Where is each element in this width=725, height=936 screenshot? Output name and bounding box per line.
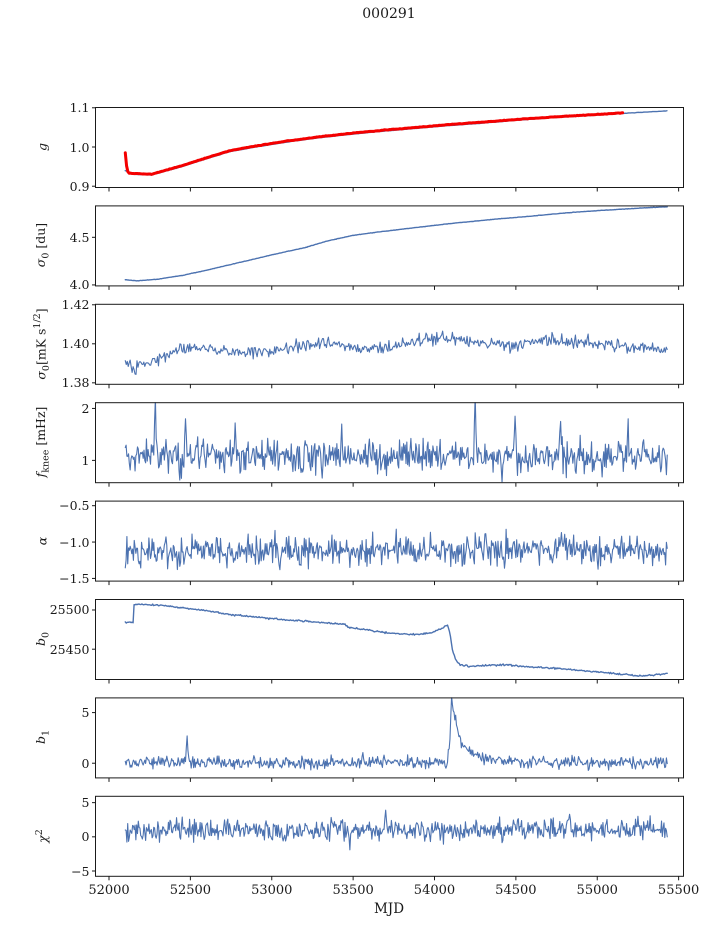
x-tick-label: 52500 [169, 882, 212, 898]
y-tick-label: −1.0 [59, 534, 90, 550]
series-g-fit [123, 111, 625, 176]
y-tick-label: 0 [81, 829, 90, 845]
x-tick-label: 54500 [495, 882, 537, 898]
y-axis-label-segment: σ [33, 370, 49, 380]
y-tick-label: −0.5 [59, 498, 90, 514]
y-tick-label: 1.1 [69, 100, 90, 116]
y-axis-label-sigma0-du: σ0 [du] [33, 223, 52, 267]
y-tick-label: 25500 [49, 602, 90, 618]
y-axis-label-segment: ] [33, 308, 49, 314]
y-axis-label-b0: b0 [33, 632, 52, 646]
y-axis-label-segment: knee [40, 449, 52, 473]
panel-alpha-frame [95, 500, 684, 582]
panel-b1 [124, 697, 668, 771]
panel-f-knee [124, 402, 668, 483]
panel-g-frame [95, 107, 684, 188]
x-axis-label: MJD [373, 901, 405, 917]
y-tick-label: 1.42 [61, 297, 90, 313]
y-tick-label: 1.38 [61, 375, 90, 391]
y-axis-label-f-knee: fknee [mHz] [33, 407, 52, 478]
y-axis-label-segment: [mHz] [32, 406, 48, 450]
series-g-data [124, 110, 668, 176]
y-tick-label: 25450 [49, 641, 90, 657]
y-axis-label-sigma0-mks: σ0[mK s1/2] [32, 308, 52, 379]
y-axis-label-segment: b [32, 638, 48, 647]
y-axis-label-segment: [du] [32, 223, 48, 253]
y-axis-label-alpha: α [35, 536, 50, 544]
x-tick-label: 55000 [576, 882, 618, 898]
y-axis-label-segment: 0 [40, 364, 52, 371]
x-tick-label: 53500 [332, 882, 374, 898]
series-alpha [124, 528, 668, 571]
x-tick-label: 53000 [251, 882, 293, 898]
y-axis-label-segment: f [32, 472, 48, 478]
y-tick-label: 0.9 [69, 178, 90, 194]
y-tick-label: −1.5 [59, 570, 90, 586]
series-f-knee [124, 402, 668, 483]
y-axis-label-segment: 1/2 [32, 313, 44, 329]
series-b0 [124, 603, 668, 677]
panel-b0-frame [95, 599, 684, 680]
series-sigma0-du [124, 206, 668, 282]
panel-g [123, 110, 668, 176]
x-tick-label: 54000 [413, 882, 456, 898]
y-axis-label-segment: 0 [40, 252, 52, 260]
y-axis-label-segment: g [34, 142, 50, 152]
panel-alpha [124, 528, 668, 571]
y-tick-label: 1.0 [69, 139, 90, 155]
y-axis-label-segment: χ [35, 835, 51, 843]
y-axis-label-segment: 2 [33, 828, 45, 836]
y-tick-label: 5 [81, 705, 90, 721]
y-tick-label: 2 [81, 400, 90, 416]
y-tick-label: 1.40 [61, 336, 90, 352]
y-axis-label-chi2: χ2 [34, 829, 50, 843]
panel-sigma0-du-frame [95, 205, 684, 287]
series-sigma0-mks [124, 330, 668, 375]
y-axis-label-segment: α [34, 536, 50, 545]
y-axis-label-segment: b [32, 736, 48, 745]
y-tick-label: 0 [81, 755, 90, 771]
x-tick-label: 52000 [88, 882, 130, 898]
panel-sigma0-du [124, 206, 668, 282]
y-tick-label: 5 [81, 795, 90, 811]
series-chi2 [124, 809, 668, 851]
y-tick-label: −5 [71, 863, 90, 879]
panel-f-knee-frame [95, 402, 684, 484]
panel-chi2 [124, 809, 668, 851]
y-axis-label-b1: b1 [33, 730, 52, 744]
panel-sigma0-mks [124, 330, 668, 375]
y-axis-label-g: g [35, 143, 50, 151]
panel-b1-frame [95, 697, 684, 779]
y-axis-label-segment: 1 [40, 730, 52, 737]
series-b1 [124, 697, 668, 771]
y-axis-label-segment: 0 [40, 631, 52, 639]
chart-title: 000291 [362, 6, 416, 22]
y-axis-label-segment: σ [32, 259, 48, 268]
y-tick-label: 4.0 [69, 277, 90, 293]
x-tick-label: 55500 [657, 882, 700, 898]
panel-chi2-frame [95, 795, 684, 877]
panel-b0 [124, 603, 668, 677]
y-tick-label: 1 [81, 452, 90, 468]
y-tick-label: 4.5 [69, 229, 90, 245]
y-axis-label-segment: [mK s [33, 328, 49, 365]
